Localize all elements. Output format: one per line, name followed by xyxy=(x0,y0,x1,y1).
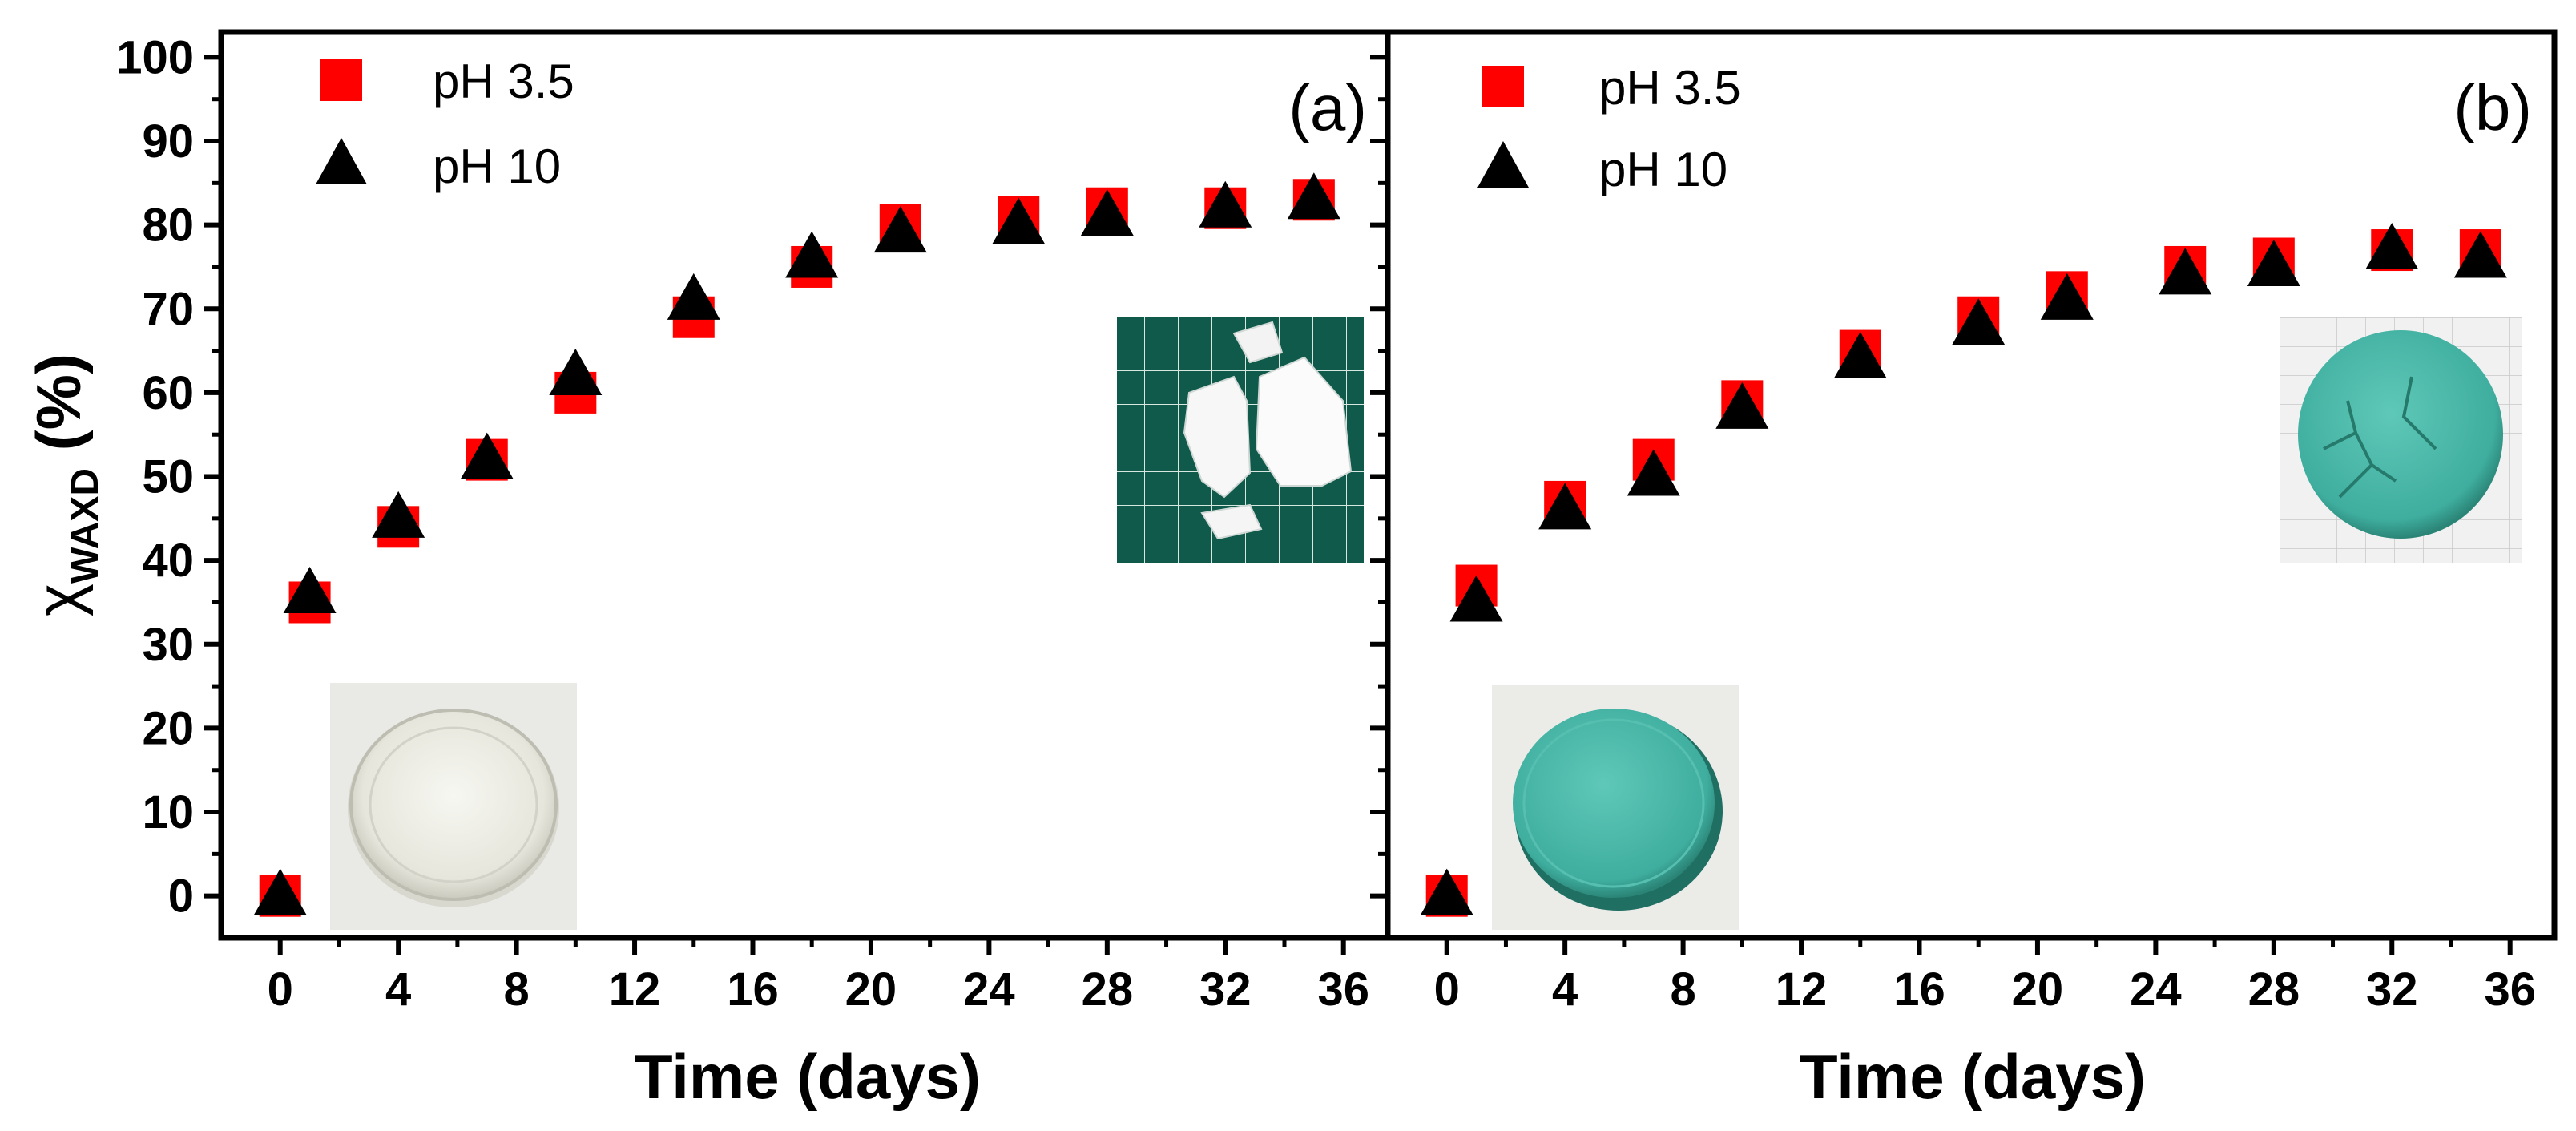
y-tick-label: 100 xyxy=(116,31,194,83)
panel-a-label: (a) xyxy=(1288,72,1367,143)
legend-label-series-1: pH 3.5 xyxy=(1599,61,1741,115)
y-tick-label: 20 xyxy=(142,702,194,754)
data-point-b-ph10 xyxy=(1420,868,1473,915)
x-tick-label: 8 xyxy=(1670,963,1695,1016)
x-tick-label: 24 xyxy=(2130,963,2182,1016)
x-tick-label: 20 xyxy=(2012,963,2064,1016)
data-point-a-ph10 xyxy=(549,348,603,395)
x-tick-label: 20 xyxy=(845,963,897,1016)
x-tick-label: 32 xyxy=(1199,963,1252,1016)
x-tick-label: 36 xyxy=(1317,963,1369,1016)
x-tick-label: 4 xyxy=(1552,963,1578,1016)
data-point-b-ph10 xyxy=(2365,223,2419,270)
y-tick-label: 30 xyxy=(142,619,194,671)
y-tick-label: 50 xyxy=(142,451,194,503)
data-point-a-ph10 xyxy=(1199,180,1252,228)
panel-b-axes: 0 4 8 12 16 20 24 28 32 36 xyxy=(1370,55,2536,1016)
data-point-a-ph10 xyxy=(1287,172,1340,220)
panel-a: 0 4 8 12 16 20 24 28 32 360102030405060708090100 … xyxy=(23,29,1391,1112)
data-point-a-ph10 xyxy=(667,273,720,320)
data-point-b-ph10 xyxy=(1833,332,1887,379)
y-tick-label: 0 xyxy=(168,870,194,923)
x-tick-label: 12 xyxy=(1776,963,1828,1016)
data-point-b-ph10 xyxy=(1449,575,1503,622)
x-tick-label: 36 xyxy=(2484,963,2536,1016)
y-tick-label: 40 xyxy=(142,535,194,587)
x-tick-label: 28 xyxy=(1082,963,1134,1016)
data-point-a-ph10 xyxy=(992,197,1046,244)
y-axis-unit: (%) xyxy=(23,353,94,468)
data-point-a-ph10 xyxy=(253,868,307,915)
photo-cracked-disc-icon xyxy=(2280,317,2522,563)
data-point-b-ph10 xyxy=(2247,239,2300,286)
legend-label-series-1: pH 3.5 xyxy=(433,55,574,108)
panel-a-axes: 0 4 8 12 16 20 24 28 32 36 0 10 20 30 40 50 60 70 80 90 100 xyxy=(116,31,1369,1016)
x-tick-label: 12 xyxy=(609,963,661,1016)
photo-fragments-icon xyxy=(1117,317,1364,563)
x-tick-label: 4 xyxy=(385,963,411,1016)
y-tick-label: 90 xyxy=(142,115,194,168)
legend-triangle-marker xyxy=(1477,141,1529,188)
photo-clear-disc-icon xyxy=(330,683,577,930)
legend-label-series-2: pH 10 xyxy=(1599,143,1727,196)
y-tick-label: 10 xyxy=(142,786,194,838)
data-point-b-ph10 xyxy=(2453,231,2507,278)
x-tick-label: 28 xyxy=(2248,963,2300,1016)
panel-b-label: (b) xyxy=(2453,72,2532,143)
y-tick-label: 80 xyxy=(142,200,194,252)
panel-a-legend: pH 3.5 pH 10 xyxy=(316,55,574,193)
x-tick-label: 32 xyxy=(2366,963,2418,1016)
legend-square-marker xyxy=(1482,66,1524,107)
photo-teal-disc-icon xyxy=(1492,685,1739,930)
y-axis-symbol: χ xyxy=(23,584,94,616)
legend-square-marker xyxy=(320,59,362,101)
data-point-b-ph10 xyxy=(1715,382,1769,429)
data-point-a-ph10 xyxy=(785,231,839,278)
data-point-b-ph10 xyxy=(1952,298,2006,345)
data-point-b-ph10 xyxy=(1538,483,1592,530)
panel-b: 0 4 8 12 16 20 24 28 32 36 pH 3.5 pH 10 (b) Time … xyxy=(1370,29,2558,1112)
legend-triangle-marker xyxy=(316,138,367,184)
x-tick-label: 16 xyxy=(1893,963,1945,1016)
data-point-a-ph10 xyxy=(283,567,337,614)
data-point-a-ph10 xyxy=(873,206,927,253)
x-tick-label: 0 xyxy=(1434,963,1460,1016)
y-axis-title: χWAXD (%) xyxy=(23,353,107,616)
y-tick-label: 60 xyxy=(142,367,194,419)
y-tick-label: 70 xyxy=(142,283,194,335)
data-point-b-ph10 xyxy=(1627,449,1680,496)
panel-b-legend: pH 3.5 pH 10 xyxy=(1477,61,1741,196)
panel-b-marks xyxy=(1420,223,2507,917)
y-axis-subscript: WAXD xyxy=(64,468,107,584)
legend-label-series-2: pH 10 xyxy=(433,139,561,193)
x-tick-label: 8 xyxy=(503,963,529,1016)
x-tick-label: 24 xyxy=(963,963,1015,1016)
panel-a-marks xyxy=(253,172,1340,917)
data-point-a-ph10 xyxy=(1080,189,1134,236)
data-point-b-ph10 xyxy=(2040,273,2094,320)
panel-b-frame xyxy=(1385,29,2558,941)
x-tick-label: 16 xyxy=(727,963,779,1016)
panel-a-x-axis-title: Time (days) xyxy=(635,1041,981,1112)
data-point-a-ph10 xyxy=(372,491,425,538)
panel-b-x-axis-title: Time (days) xyxy=(1800,1041,2146,1112)
data-point-a-ph10 xyxy=(460,432,514,479)
data-point-b-ph10 xyxy=(2159,248,2212,295)
x-tick-label: 0 xyxy=(268,963,293,1016)
